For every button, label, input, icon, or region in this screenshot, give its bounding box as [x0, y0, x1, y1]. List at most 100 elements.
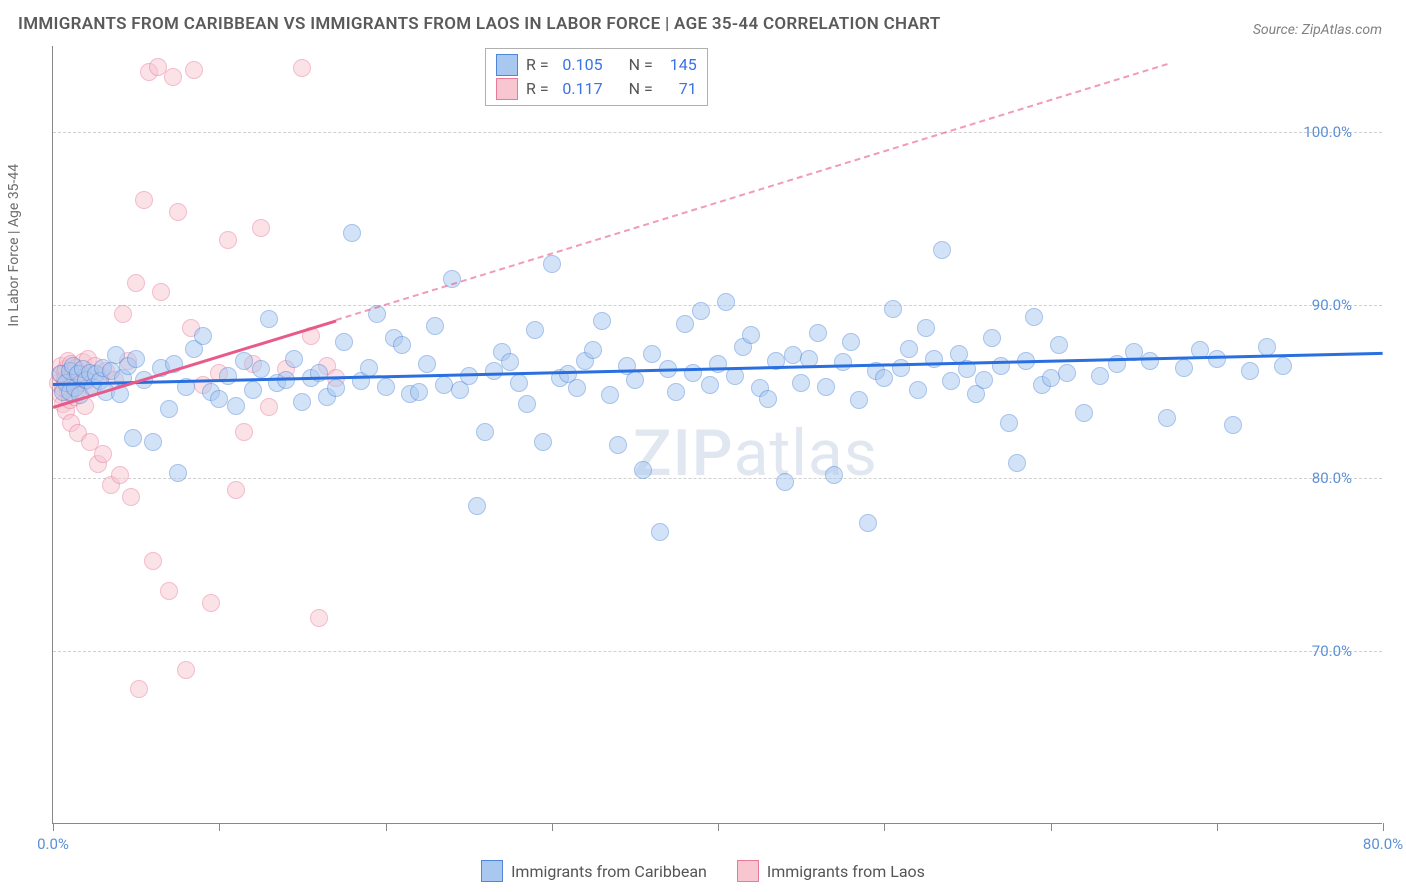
scatter-point [626, 371, 644, 389]
scatter-point [144, 552, 162, 570]
scatter-point [809, 324, 827, 342]
scatter-point [975, 371, 993, 389]
y-axis-label: In Labor Force | Age 35-44 [6, 164, 22, 327]
y-tick-label: 100.0% [1303, 123, 1352, 141]
scatter-point [410, 383, 428, 401]
scatter-point [983, 329, 1001, 347]
correlation-stats-legend: R =0.105N =145R =0.117N =71 [485, 48, 708, 106]
scatter-point [1008, 454, 1026, 472]
legend-swatch [496, 54, 518, 76]
scatter-point [634, 461, 652, 479]
scatter-point [1241, 362, 1259, 380]
scatter-point [468, 497, 486, 515]
scatter-point [933, 241, 951, 259]
scatter-point [94, 445, 112, 463]
scatter-point [518, 395, 536, 413]
scatter-point [651, 523, 669, 541]
n-label: N = [629, 77, 653, 101]
scatter-point [942, 372, 960, 390]
scatter-point [360, 359, 378, 377]
y-tick-label: 90.0% [1312, 296, 1352, 314]
scatter-point [834, 353, 852, 371]
watermark-zip: ZIP [633, 416, 734, 491]
scatter-point [842, 333, 860, 351]
x-tick [1383, 823, 1384, 831]
legend-swatch [496, 78, 518, 100]
scatter-point [726, 367, 744, 385]
scatter-point [792, 374, 810, 392]
scatter-point [219, 367, 237, 385]
scatter-point [476, 423, 494, 441]
scatter-point [717, 293, 735, 311]
scatter-point [510, 374, 528, 392]
x-tick [1051, 823, 1052, 831]
scatter-point [1075, 404, 1093, 422]
scatter-point [917, 319, 935, 337]
scatter-point [164, 68, 182, 86]
scatter-point [343, 224, 361, 242]
scatter-point [122, 488, 140, 506]
n-value: 71 [661, 77, 697, 101]
chart-title: IMMIGRANTS FROM CARIBBEAN VS IMMIGRANTS … [18, 14, 940, 34]
x-tick-label: 80.0% [1363, 835, 1403, 853]
x-tick [718, 823, 719, 831]
scatter-point [1091, 367, 1109, 385]
scatter-point [127, 274, 145, 292]
scatter-point [501, 353, 519, 371]
watermark-atlas: atlas [734, 416, 878, 491]
scatter-point [310, 609, 328, 627]
scatter-point [817, 378, 835, 396]
scatter-point [177, 661, 195, 679]
scatter-point [1158, 409, 1176, 427]
scatter-point [568, 379, 586, 397]
scatter-point [124, 429, 142, 447]
x-tick [884, 823, 885, 831]
scatter-point [235, 423, 253, 441]
scatter-point [227, 397, 245, 415]
scatter-point [1042, 369, 1060, 387]
x-tick [1217, 823, 1218, 831]
scatter-point [393, 336, 411, 354]
scatter-point [1175, 359, 1193, 377]
legend-item: Immigrants from Laos [737, 860, 925, 882]
scatter-point [160, 400, 178, 418]
series-legend: Immigrants from CaribbeanImmigrants from… [0, 860, 1406, 882]
scatter-point [210, 390, 228, 408]
scatter-point [185, 61, 203, 79]
x-tick [386, 823, 387, 831]
scatter-point [601, 386, 619, 404]
y-tick-label: 70.0% [1312, 642, 1352, 660]
source-attribution: Source: ZipAtlas.com [1253, 22, 1382, 38]
scatter-point [825, 466, 843, 484]
scatter-point [160, 582, 178, 600]
scatter-point [859, 514, 877, 532]
r-value: 0.117 [557, 77, 603, 101]
scatter-point [460, 367, 478, 385]
x-tick [552, 823, 553, 831]
scatter-point [252, 360, 270, 378]
scatter-point [293, 393, 311, 411]
scatter-point [152, 283, 170, 301]
scatter-point [692, 302, 710, 320]
r-label: R = [526, 53, 549, 77]
scatter-point [127, 350, 145, 368]
legend-label: Immigrants from Laos [767, 862, 925, 881]
scatter-point [327, 379, 345, 397]
scatter-point [219, 231, 237, 249]
scatter-point [252, 219, 270, 237]
gridline-h [53, 132, 1382, 133]
x-tick-label: 0.0% [37, 835, 69, 853]
scatter-point [1058, 364, 1076, 382]
scatter-point [1050, 336, 1068, 354]
scatter-point [111, 466, 129, 484]
scatter-point [426, 317, 444, 335]
scatter-point [667, 383, 685, 401]
scatter-point [435, 376, 453, 394]
scatter-point [643, 345, 661, 363]
scatter-point [235, 352, 253, 370]
scatter-point [1141, 352, 1159, 370]
gridline-h [53, 651, 1382, 652]
scatter-point [335, 333, 353, 351]
scatter-point [684, 364, 702, 382]
r-label: R = [526, 77, 549, 101]
